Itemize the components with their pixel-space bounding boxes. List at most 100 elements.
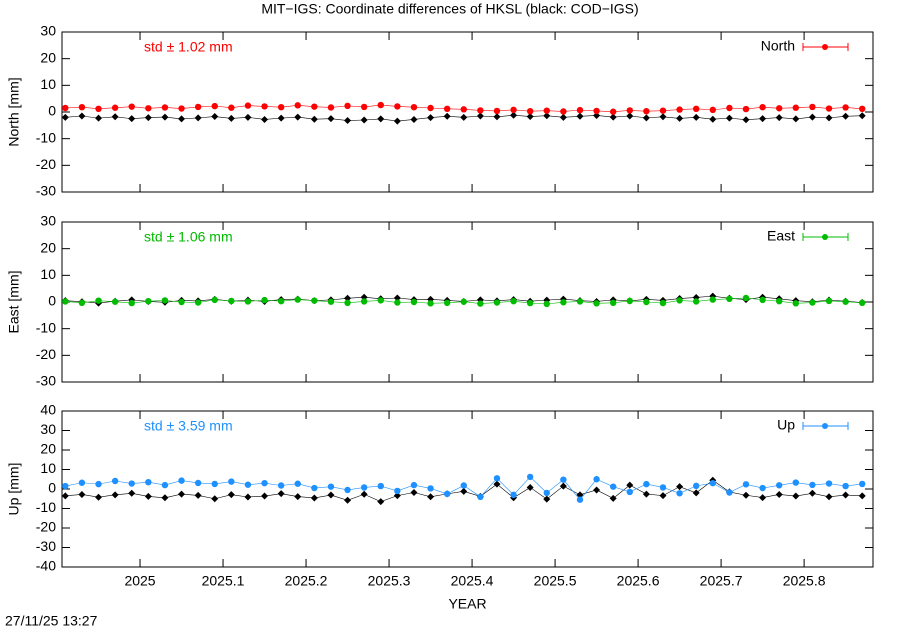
y-tick-label: -10 bbox=[36, 319, 56, 335]
legend-swatch bbox=[822, 44, 828, 50]
point bbox=[825, 493, 833, 501]
point bbox=[261, 492, 269, 500]
point bbox=[244, 481, 252, 488]
point bbox=[294, 102, 301, 109]
point bbox=[394, 487, 401, 495]
point bbox=[111, 113, 119, 121]
point bbox=[427, 114, 435, 122]
point bbox=[410, 481, 418, 489]
point bbox=[808, 113, 816, 121]
point bbox=[742, 294, 750, 302]
point bbox=[261, 479, 268, 487]
point bbox=[277, 490, 285, 498]
point bbox=[161, 481, 169, 489]
x-tick-label: 2025.2 bbox=[285, 573, 328, 589]
point bbox=[228, 104, 235, 111]
point bbox=[842, 482, 849, 490]
point bbox=[178, 115, 186, 123]
point bbox=[145, 105, 152, 112]
point bbox=[477, 300, 484, 307]
point bbox=[194, 299, 202, 306]
point bbox=[809, 103, 816, 111]
point bbox=[709, 479, 716, 487]
annotation: std ± 3.59 mm bbox=[144, 418, 233, 434]
point bbox=[344, 117, 352, 125]
y-tick-label: -30 bbox=[36, 373, 56, 389]
point bbox=[726, 489, 733, 496]
point bbox=[327, 104, 335, 111]
point bbox=[410, 298, 418, 306]
point bbox=[144, 114, 152, 122]
point bbox=[227, 491, 235, 499]
point bbox=[659, 484, 667, 491]
point bbox=[277, 114, 285, 122]
point bbox=[427, 485, 434, 492]
y-tick-label: 30 bbox=[40, 23, 56, 39]
point bbox=[410, 489, 418, 497]
point bbox=[725, 114, 733, 122]
point bbox=[792, 479, 800, 486]
point bbox=[858, 112, 866, 120]
point bbox=[576, 491, 584, 499]
point bbox=[709, 115, 717, 123]
point bbox=[161, 494, 169, 502]
point bbox=[742, 491, 750, 499]
x-tick-label: 2025.4 bbox=[451, 573, 494, 589]
point bbox=[676, 490, 683, 497]
y-tick-label: 40 bbox=[40, 402, 56, 418]
point bbox=[145, 298, 152, 305]
y-axis-label: North [mm] bbox=[6, 77, 22, 146]
y-tick-label: 0 bbox=[48, 293, 56, 309]
point bbox=[609, 113, 617, 121]
point bbox=[626, 107, 633, 114]
point bbox=[709, 296, 716, 303]
point bbox=[261, 296, 268, 304]
point bbox=[277, 104, 285, 111]
point bbox=[377, 101, 384, 109]
point bbox=[559, 113, 567, 121]
point bbox=[95, 493, 103, 501]
point bbox=[659, 299, 667, 307]
point bbox=[692, 298, 700, 305]
point bbox=[394, 103, 401, 110]
point bbox=[62, 104, 69, 112]
point bbox=[792, 300, 800, 307]
point bbox=[526, 108, 534, 115]
y-tick-label: 0 bbox=[48, 103, 56, 119]
point bbox=[261, 103, 268, 110]
point bbox=[859, 105, 866, 113]
point bbox=[344, 102, 351, 110]
x-tick-label: 2025 bbox=[124, 573, 155, 589]
point bbox=[211, 495, 219, 503]
point bbox=[543, 300, 550, 308]
y-tick-label: -20 bbox=[36, 156, 56, 172]
point bbox=[111, 491, 119, 499]
point bbox=[726, 295, 733, 302]
y-axis-label: East [mm] bbox=[6, 270, 22, 333]
point bbox=[427, 493, 435, 501]
point bbox=[460, 482, 467, 489]
point bbox=[460, 487, 468, 495]
point bbox=[95, 114, 103, 122]
point bbox=[393, 492, 401, 500]
point bbox=[659, 113, 667, 121]
point bbox=[194, 114, 202, 122]
x-tick-label: 2025.5 bbox=[534, 573, 577, 589]
point bbox=[460, 113, 468, 121]
point bbox=[360, 484, 368, 491]
point bbox=[676, 114, 684, 122]
point bbox=[775, 105, 783, 112]
point bbox=[443, 112, 451, 120]
point bbox=[178, 298, 185, 306]
point bbox=[211, 480, 218, 488]
point bbox=[526, 483, 534, 491]
point bbox=[344, 299, 351, 306]
point bbox=[726, 104, 733, 112]
point bbox=[410, 104, 418, 111]
y-tick-label: 10 bbox=[40, 76, 56, 92]
point bbox=[62, 298, 69, 305]
point bbox=[593, 476, 600, 483]
point bbox=[609, 108, 617, 115]
plot-frame bbox=[61, 410, 874, 568]
y-tick-label: 20 bbox=[40, 441, 56, 457]
